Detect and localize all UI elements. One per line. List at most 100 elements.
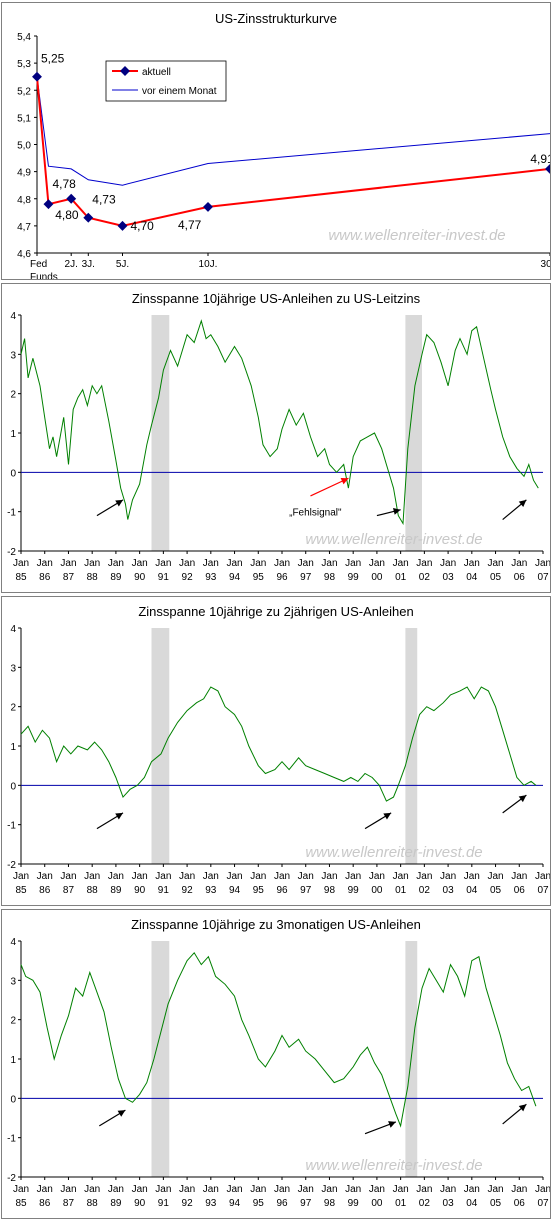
x-tick-label-year: 01	[395, 1198, 407, 1209]
y-tick-label: -2	[7, 1173, 16, 1184]
y-tick-label: -1	[7, 821, 16, 832]
recession-band	[405, 628, 418, 864]
x-tick-label-year: 93	[205, 1198, 217, 1209]
y-tick-label: 5,1	[17, 113, 31, 124]
signal-arrow-head	[115, 499, 124, 507]
y-tick-label: 2	[10, 390, 16, 401]
x-tick-label-month: Jan	[203, 871, 219, 882]
x-tick-label-month: Jan	[298, 558, 314, 569]
x-tick-label-month: Jan	[464, 1184, 480, 1195]
signal-arrow-head	[518, 499, 527, 508]
y-tick-label: 4,9	[17, 168, 31, 179]
recession-band	[151, 628, 170, 864]
x-tick-label-year: 95	[253, 572, 265, 583]
x-tick-label-year: 97	[300, 1198, 312, 1209]
x-tick-label-month: Jan	[440, 871, 456, 882]
x-tick-label-year: 95	[253, 1198, 265, 1209]
legend-month-label: vor einem Monat	[142, 86, 217, 97]
x-tick-label-month: Jan	[321, 1184, 337, 1195]
y-tick-label: 4	[10, 624, 16, 635]
x-tick-label-year: 07	[537, 572, 549, 583]
x-tick-label-month: Jan	[511, 871, 527, 882]
chart-title: Zinsspanne 10jährige zu 3monatigen US-An…	[131, 917, 421, 932]
chart-title: US-Zinsstrukturkurve	[215, 11, 337, 26]
x-tick-label-month: Jan	[321, 558, 337, 569]
x-tick-label-year: 87	[63, 885, 75, 896]
x-tick-label-year: 07	[537, 885, 549, 896]
yield-curve-panel: US-Zinsstrukturkurve aktuell vor einem M…	[1, 2, 551, 280]
x-tick-label-month: Jan	[60, 558, 76, 569]
x-tick-label-month: Jan	[511, 1184, 527, 1195]
data-label: 4,91	[530, 152, 550, 166]
x-tick-label-year: 02	[419, 572, 431, 583]
x-tick-label-month: Jan	[155, 871, 171, 882]
x-tick-label-month: Jan	[393, 1184, 409, 1195]
x-tick-label-year: 06	[514, 885, 526, 896]
spread-line	[20, 951, 537, 1128]
y-tick-label: 0	[10, 781, 16, 792]
y-tick-label: -2	[7, 860, 16, 871]
y-tick-label: -2	[7, 547, 16, 558]
x-tick-label-month: Jan	[179, 871, 195, 882]
x-tick-label-year: 98	[324, 1198, 336, 1209]
x-tick-label-month: Jan	[274, 1184, 290, 1195]
data-point	[545, 163, 550, 174]
spread-3m-chart: Zinsspanne 10jährige zu 3monatigen US-An…	[7, 917, 550, 1209]
yield-curve-chart: US-Zinsstrukturkurve aktuell vor einem M…	[17, 11, 550, 279]
x-tick-label-year: 02	[419, 885, 431, 896]
x-tick-label-month: Jan	[369, 871, 385, 882]
y-tick-label: 3	[10, 976, 16, 987]
y-tick-label: 5,0	[17, 141, 31, 152]
x-tick-label: 2J.	[65, 259, 78, 270]
x-tick-label-month: Jan	[274, 871, 290, 882]
x-tick-label-month: Jan	[13, 1184, 29, 1195]
x-tick-label-month: Jan	[250, 1184, 266, 1195]
y-tick-label: 1	[10, 429, 16, 440]
x-tick-label-year: 89	[110, 572, 122, 583]
x-tick-label-year: 03	[443, 885, 455, 896]
x-tick-label-month: Jan	[464, 871, 480, 882]
spread-fed-funds-panel: Zinsspanne 10jährige US-Anleihen zu US-L…	[1, 283, 551, 593]
x-tick-label-month: Jan	[60, 871, 76, 882]
y-tick-label: 4,6	[17, 249, 31, 260]
x-tick-label: Fed	[30, 259, 47, 270]
y-tick-label: 1	[10, 742, 16, 753]
plot-area: -2-101234Jan85Jan86Jan87Jan88Jan89Jan90J…	[7, 311, 550, 583]
y-tick-label: -1	[7, 1134, 16, 1145]
x-tick-label-year: 86	[39, 885, 51, 896]
x-tick-label-month: Jan	[13, 558, 29, 569]
x-tick-label-year: 04	[466, 885, 478, 896]
chart-title: Zinsspanne 10jährige US-Anleihen zu US-L…	[132, 291, 421, 306]
spread-line	[20, 686, 537, 802]
y-tick-label: 2	[10, 1016, 16, 1027]
x-tick-label-year: 91	[158, 885, 170, 896]
x-tick-label-month: Jan	[226, 871, 242, 882]
x-tick-label-year: 02	[419, 1198, 431, 1209]
legend-current-label: aktuell	[142, 67, 171, 78]
data-label: 4,77	[178, 218, 202, 232]
x-tick-label-year: 88	[87, 572, 99, 583]
recession-band	[151, 941, 170, 1177]
x-tick-label-year: 95	[253, 885, 265, 896]
false-signal-arrow-head	[340, 478, 349, 485]
x-tick-label-month: Jan	[487, 558, 503, 569]
x-tick-label-month: Jan	[416, 871, 432, 882]
x-tick-label-year: 05	[490, 885, 502, 896]
x-tick-label-month: Jan	[440, 1184, 456, 1195]
x-tick-label-month: Jan	[535, 558, 550, 569]
x-tick-label-month: Jan	[37, 558, 53, 569]
spread-2y-chart: Zinsspanne 10jährige zu 2jährigen US-Anl…	[7, 604, 550, 896]
x-tick-label-year: 91	[158, 1198, 170, 1209]
x-tick-label-month: Jan	[274, 558, 290, 569]
x-tick-label-month: Jan	[132, 558, 148, 569]
y-tick-label: 4	[10, 311, 16, 322]
x-tick-label-month: Jan	[345, 871, 361, 882]
spread-3m-panel: Zinsspanne 10jährige zu 3monatigen US-An…	[1, 909, 551, 1219]
x-tick-label-year: 04	[466, 572, 478, 583]
x-tick-label-year: 00	[371, 572, 383, 583]
y-tick-label: 5,2	[17, 86, 31, 97]
x-tick-label: 5J.	[116, 259, 129, 270]
x-tick-label-month: Jan	[155, 558, 171, 569]
x-tick-label-year: 87	[63, 1198, 75, 1209]
x-tick-label-year: 99	[348, 572, 360, 583]
